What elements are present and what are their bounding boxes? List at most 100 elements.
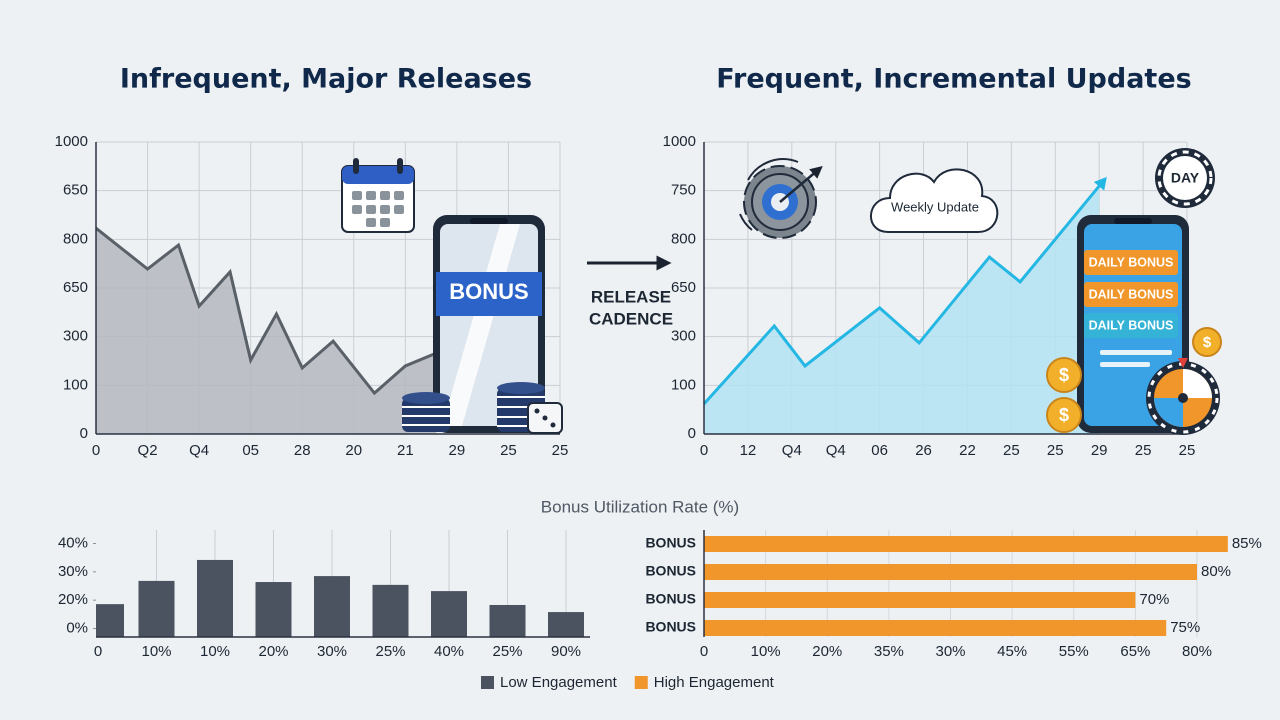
gear-icon (739, 158, 823, 239)
x-tick-label: 25 (1047, 442, 1064, 459)
y-tick-label: 20% (58, 591, 88, 608)
y-tick-label: 1000 (663, 133, 696, 150)
coin-symbol: $ (1059, 365, 1069, 385)
x-tick-label: 20% (258, 643, 288, 660)
legend-swatch (481, 676, 494, 689)
cadence-arrow: RELEASE CADENCE (587, 255, 673, 328)
bar (489, 604, 526, 637)
value-label: 85% (1232, 535, 1262, 552)
x-tick-label: Q4 (826, 442, 846, 459)
x-tick-label: 80% (1182, 643, 1212, 660)
bar (314, 576, 350, 637)
legend-label: Low Engagement (500, 674, 618, 691)
x-tick-label: 29 (1091, 442, 1108, 459)
y-tick-label: 650 (671, 279, 696, 296)
center-label: RELEASE (591, 287, 671, 306)
x-tick-label: 25 (1003, 442, 1020, 459)
x-tick-label: 25 (552, 442, 569, 459)
x-tick-label: 40% (434, 643, 464, 660)
day-badge: DAY (1155, 148, 1215, 208)
x-tick-label: 45% (997, 643, 1027, 660)
x-tick-label: 12 (740, 442, 757, 459)
bottom-title: Bonus Utilization Rate (%) (541, 497, 739, 516)
x-tick-label: 0 (700, 643, 708, 660)
data-line (702, 185, 1101, 405)
legend-label: High Engagement (654, 674, 775, 691)
center-label: CADENCE (589, 309, 673, 328)
x-tick-label: 25 (500, 442, 517, 459)
arrow-head (1093, 176, 1107, 191)
coins: $ $ $ (1046, 327, 1222, 433)
x-tick-label: 0 (94, 643, 102, 660)
y-tick-label: 0 (80, 425, 88, 442)
x-tick-label: 35% (874, 643, 904, 660)
x-tick-label: 06 (871, 442, 888, 459)
y-tick-label: 1000 (55, 133, 88, 150)
x-tick-label: Q2 (138, 442, 158, 459)
prize-wheel (1146, 358, 1220, 435)
y-tick-label: 650 (63, 279, 88, 296)
x-tick-label: 20 (345, 442, 362, 459)
y-tick-label: 650 (63, 182, 88, 199)
x-tick-label: 10% (751, 643, 781, 660)
area-fill (704, 186, 1100, 434)
value-label: 75% (1170, 619, 1200, 636)
bars (96, 559, 584, 637)
bar (372, 584, 409, 637)
x-tick-label: Q4 (189, 442, 209, 459)
chips (402, 382, 563, 434)
cloud-text: Weekly Update (891, 199, 979, 214)
bar (197, 559, 233, 637)
left-phone: BONUS (433, 215, 545, 433)
area-fill (96, 228, 437, 434)
value-label: 80% (1201, 563, 1231, 580)
bar (704, 564, 1197, 580)
charts: Infrequent, Major Releases 0 100 300 650 800 6… (55, 64, 1262, 660)
x-tick-label: 05 (242, 442, 259, 459)
y-tick-label: 30% (58, 563, 88, 580)
y-tick-label: BONUS (645, 591, 696, 607)
x-tick-label: 30% (935, 643, 965, 660)
phone-button: DAILY BONUS (1089, 318, 1174, 332)
phone-button: DAILY BONUS (1089, 287, 1174, 301)
data-line (95, 226, 437, 396)
bar (704, 620, 1167, 636)
y-tick-label: 800 (63, 230, 88, 247)
y-tick-label: BONUS (645, 535, 696, 551)
x-tick-label: 20% (812, 643, 842, 660)
bar (255, 582, 292, 637)
y-tick-label: 800 (671, 230, 696, 247)
x-tick-label: 28 (294, 442, 311, 459)
x-tick-label: 29 (449, 442, 466, 459)
y-tick-label: 40% (58, 534, 88, 551)
chart-title: Frequent, Incremental Updates (716, 64, 1191, 95)
y-tick-label: 300 (63, 328, 88, 345)
x-tick-label: 25% (492, 643, 522, 660)
bar (138, 580, 175, 637)
value-label: 70% (1139, 591, 1169, 608)
x-tick-label: 22 (959, 442, 976, 459)
calendar-icon (341, 158, 415, 233)
x-tick-label: 25 (1179, 442, 1196, 459)
coin-symbol: $ (1203, 334, 1212, 351)
x-tick-label: Q4 (782, 442, 802, 459)
bar (548, 612, 584, 637)
x-tick-label: 90% (551, 643, 581, 660)
x-tick-label: 30% (317, 643, 347, 660)
y-tick-label: BONUS (645, 619, 696, 635)
y-tick-label: 750 (671, 182, 696, 199)
bar (431, 591, 467, 637)
coin-symbol: $ (1059, 405, 1069, 425)
y-tick-label: BONUS (645, 563, 696, 579)
x-tick-label: 10% (141, 643, 171, 660)
x-tick-label: 65% (1120, 643, 1150, 660)
x-tick-label: 25% (375, 643, 405, 660)
y-tick-label: 100 (63, 376, 88, 393)
banner-text: BONUS (449, 279, 528, 304)
badge-text: DAY (1171, 170, 1200, 186)
legend-swatch (634, 676, 648, 689)
x-tick-label: 10% (200, 643, 230, 660)
x-tick-label: 0 (92, 442, 100, 459)
x-tick-label: 21 (397, 442, 414, 459)
